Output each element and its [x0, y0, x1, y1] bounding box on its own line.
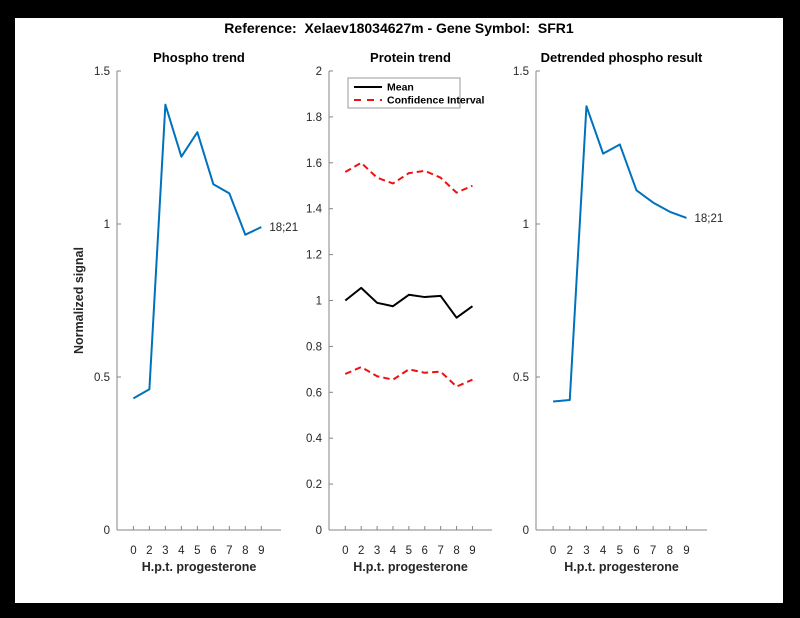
x-tick-label: 8	[242, 545, 248, 557]
y-tick-label: 1.5	[94, 66, 110, 78]
y-tick-label: 0	[523, 525, 529, 537]
x-tick-label: 9	[469, 545, 475, 557]
y-tick-label: 0	[316, 525, 322, 537]
series-line-phospho-signal	[132, 103, 262, 400]
legend-label: Mean	[387, 82, 414, 94]
y-tick-label: 1	[523, 219, 529, 231]
x-tick-label: 3	[583, 545, 589, 557]
y-tick-label: 1	[104, 219, 110, 231]
y-axis-label: Normalized signal	[72, 247, 86, 354]
legend-box	[347, 77, 461, 109]
x-tick-label: 4	[178, 545, 185, 557]
y-tick-label: 1.5	[513, 66, 529, 78]
x-tick-label: 0	[550, 545, 556, 557]
y-tick-label: 0.5	[513, 372, 529, 384]
x-tick-label: 9	[683, 545, 689, 557]
x-tick-label: 0	[342, 545, 348, 557]
x-tick-label: 8	[667, 545, 673, 557]
x-tick-label: 6	[210, 545, 216, 557]
matlab-figure-canvas: Reference: Xelaev18034627m - Gene Symbol…	[15, 18, 783, 603]
y-tick-label: 0	[104, 525, 110, 537]
x-tick-label: 2	[358, 545, 364, 557]
endpoint-annotation: 18;21	[694, 213, 723, 225]
series-line-confidence-interval-upper	[344, 161, 473, 194]
legend-label: Confidence Interval	[387, 95, 485, 107]
y-tick-label: 0.6	[306, 387, 322, 399]
x-tick-label: 6	[633, 545, 639, 557]
y-tick-label: 1.2	[306, 250, 322, 262]
x-tick-label: 3	[374, 545, 380, 557]
x-axis-label: H.p.t. progesterone	[564, 560, 679, 574]
subplot-title: Phospho trend	[153, 50, 245, 65]
y-tick-label: 1	[316, 296, 322, 308]
x-axis-label: H.p.t. progesterone	[142, 560, 257, 574]
x-tick-label: 2	[146, 545, 152, 557]
y-tick-label: 0.5	[94, 372, 110, 384]
subplot-title: Detrended phospho result	[541, 50, 703, 65]
y-tick-label: 2	[316, 66, 322, 78]
x-tick-label: 9	[258, 545, 264, 557]
endpoint-annotation: 18;21	[269, 222, 298, 234]
series-line-detrended-phospho-signal	[553, 105, 687, 403]
x-tick-label: 8	[453, 545, 459, 557]
x-tick-label: 4	[600, 545, 607, 557]
x-tick-label: 6	[422, 545, 428, 557]
x-tick-label: 7	[650, 545, 656, 557]
subplot-title: Protein trend	[370, 50, 451, 65]
x-tick-label: 0	[130, 545, 136, 557]
y-tick-label: 1.6	[306, 158, 322, 170]
y-tick-label: 1.8	[306, 112, 322, 124]
y-tick-label: 0.4	[306, 433, 323, 445]
y-tick-label: 0.2	[306, 479, 322, 491]
x-tick-label: 3	[162, 545, 168, 557]
y-tick-label: 0.8	[306, 341, 322, 353]
x-tick-label: 5	[617, 545, 623, 557]
x-tick-label: 7	[226, 545, 232, 557]
x-tick-label: 7	[437, 545, 443, 557]
x-tick-label: 5	[406, 545, 412, 557]
figure-title: Reference: Xelaev18034627m - Gene Symbol…	[224, 20, 574, 36]
y-tick-label: 1.4	[306, 204, 323, 216]
x-tick-label: 5	[194, 545, 200, 557]
x-tick-label: 4	[390, 545, 397, 557]
series-line-confidence-interval-lower	[344, 366, 473, 388]
series-line-mean	[344, 286, 474, 319]
x-tick-label: 2	[567, 545, 573, 557]
x-axis-label: H.p.t. progesterone	[353, 560, 468, 574]
subplot-protein-trend: 00.20.40.60.811.21.41.61.820 2 3 4 5 6 7 8 9Prot…	[306, 50, 492, 574]
